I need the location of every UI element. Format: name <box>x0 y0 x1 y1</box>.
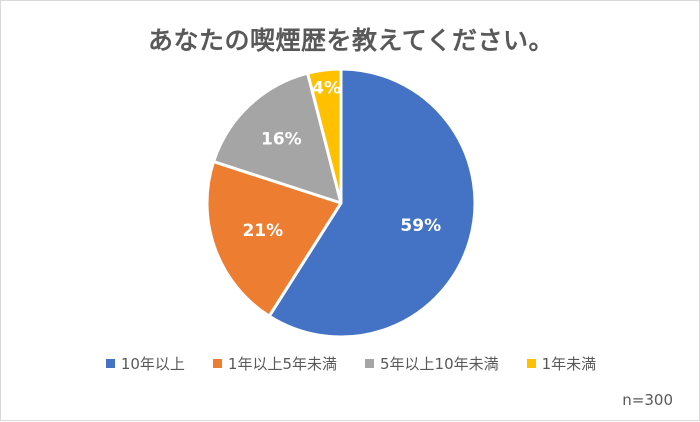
pie-slice-labels: 59% 21% 16% 4% <box>242 79 441 241</box>
slice-label-3: 16% <box>261 130 302 150</box>
pie-slice-4 <box>306 67 343 205</box>
legend-swatch <box>526 359 536 368</box>
pie-slices <box>205 67 477 339</box>
pie-slice-2 <box>205 160 343 318</box>
pie-slice-3 <box>212 71 343 205</box>
legend-label: 1年以上5年未満 <box>227 355 337 373</box>
slice-label-1: 59% <box>400 216 441 236</box>
legend-swatch <box>365 359 374 368</box>
legend-swatch <box>212 359 222 368</box>
legend-swatch <box>105 359 115 368</box>
chart-title: あなたの喫煙歴を教えてください。 <box>147 26 554 55</box>
pie-slice-1 <box>267 67 477 339</box>
sample-size-note: n=300 <box>622 391 673 409</box>
legend-label: 10年以上 <box>120 355 185 373</box>
legend-item-2: 1年以上5年未満 <box>212 353 337 374</box>
chart-legend: 10年以上 1年以上5年未満 5年以上10年未満 1年未満 <box>1 353 700 374</box>
legend-item-1: 10年以上 <box>105 353 185 374</box>
legend-item-3: 5年以上10年未満 <box>365 353 499 374</box>
slice-label-4: 4% <box>312 79 341 99</box>
legend-label: 5年以上10年未満 <box>380 355 499 373</box>
legend-label: 1年未満 <box>541 355 597 373</box>
slice-label-2: 21% <box>242 221 283 241</box>
legend-item-4: 1年未満 <box>526 353 597 374</box>
